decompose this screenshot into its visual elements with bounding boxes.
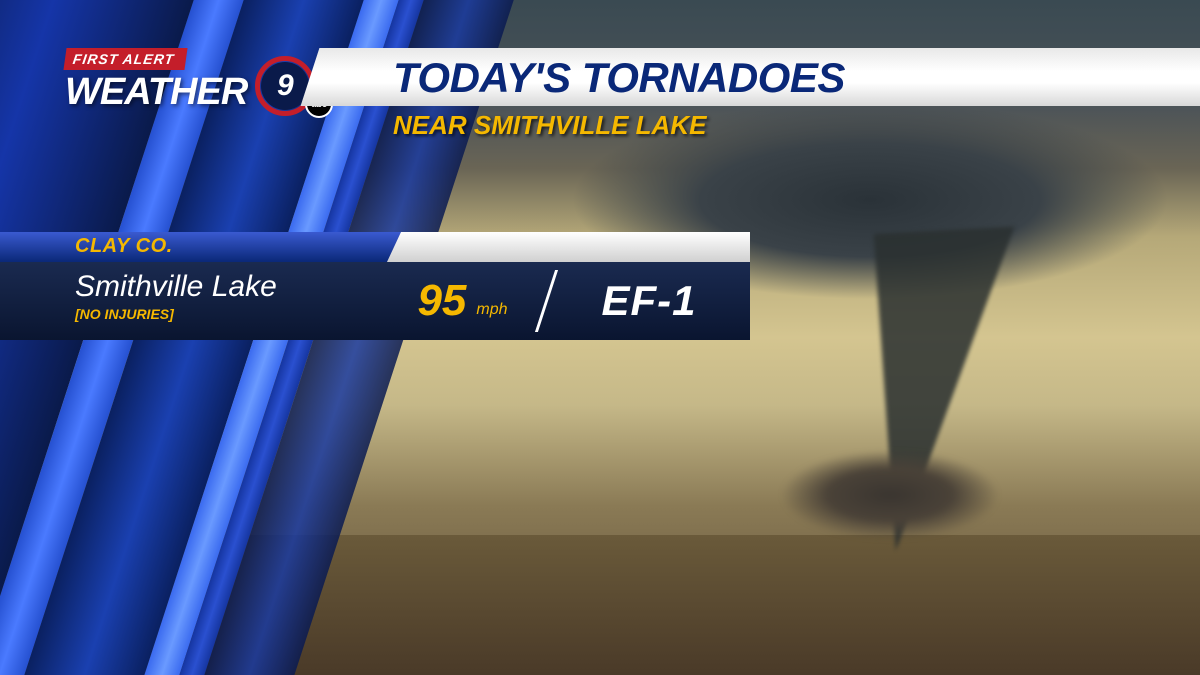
- header-spacer: [408, 232, 750, 262]
- county-label: CLAY CO.: [0, 232, 380, 262]
- wind-speed-unit: mph: [476, 301, 507, 319]
- ef-rating: EF-1: [548, 262, 750, 340]
- tornado-report-row: CLAY CO. Smithville Lake [NO INJURIES] 9…: [0, 232, 750, 340]
- injury-note: [NO INJURIES]: [75, 306, 380, 322]
- first-alert-badge: FIRST ALERT: [63, 48, 187, 70]
- title-banner: TODAY'S TORNADOES NEAR SMITHVILLE LAKE: [345, 48, 1200, 143]
- station-logo: FIRST ALERT WEATHER 9 abc: [65, 48, 325, 138]
- weather-wordmark: WEATHER: [65, 71, 247, 114]
- headline-subtitle: NEAR SMITHVILLE LAKE: [345, 106, 1200, 141]
- wind-speed-cell: 95 mph: [380, 262, 545, 340]
- location-name: Smithville Lake: [75, 270, 380, 304]
- location-cell: Smithville Lake [NO INJURIES]: [0, 262, 380, 340]
- headline-title: TODAY'S TORNADOES: [345, 48, 1200, 106]
- wind-speed-value: 95: [417, 276, 466, 326]
